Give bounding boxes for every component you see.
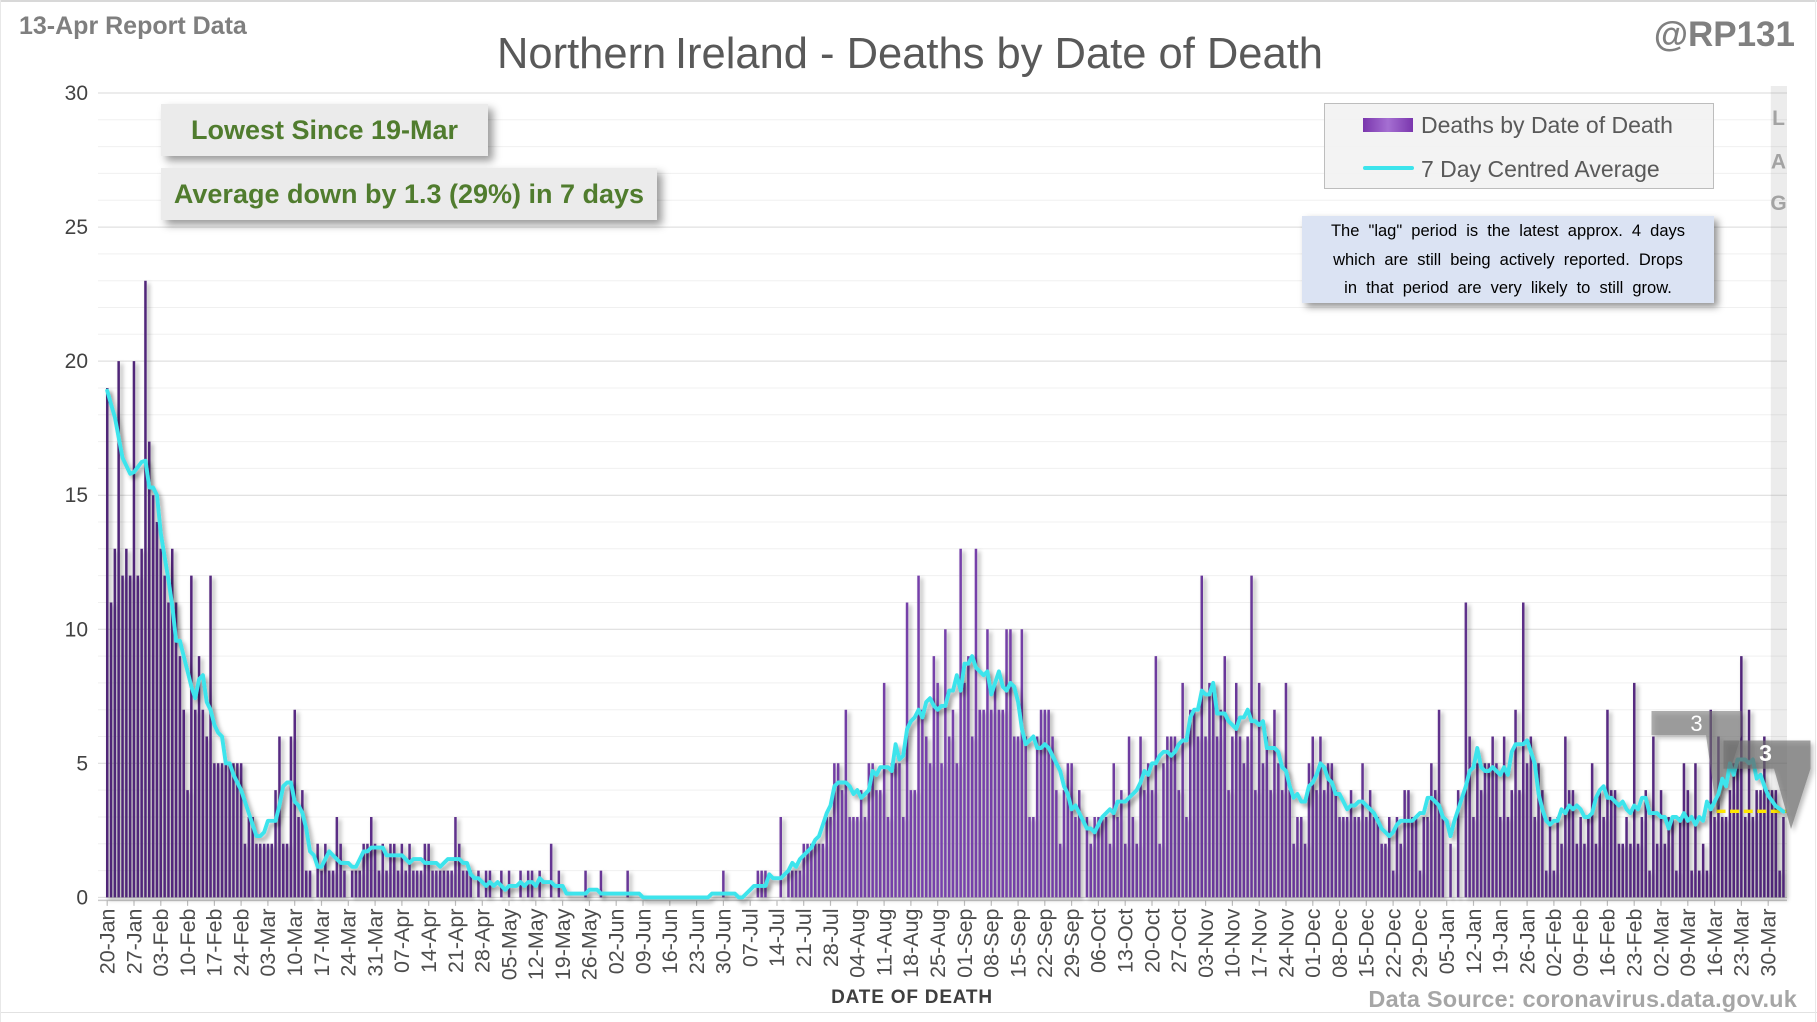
svg-text:25-Aug: 25-Aug [926, 909, 950, 978]
svg-text:07-Apr: 07-Apr [390, 909, 414, 974]
svg-text:20-Oct: 20-Oct [1140, 908, 1164, 973]
svg-text:25: 25 [65, 216, 88, 239]
svg-text:21-Apr: 21-Apr [444, 909, 468, 974]
svg-text:29-Sep: 29-Sep [1060, 908, 1084, 977]
svg-text:03-Feb: 03-Feb [149, 908, 173, 976]
svg-text:08-Sep: 08-Sep [980, 908, 1004, 977]
svg-text:06-Oct: 06-Oct [1087, 908, 1111, 973]
svg-text:10: 10 [65, 618, 88, 641]
svg-text:16-Feb: 16-Feb [1596, 908, 1620, 976]
svg-text:0: 0 [76, 886, 88, 909]
svg-text:21-Jul: 21-Jul [792, 909, 816, 968]
svg-text:3: 3 [1759, 740, 1772, 766]
svg-text:22-Sep: 22-Sep [1033, 908, 1057, 977]
svg-text:02-Feb: 02-Feb [1542, 908, 1566, 976]
svg-text:23-Feb: 23-Feb [1623, 908, 1647, 976]
svg-text:17-Mar: 17-Mar [310, 909, 334, 977]
svg-text:31-Mar: 31-Mar [363, 909, 387, 977]
svg-text:02-Jun: 02-Jun [605, 909, 629, 975]
svg-text:30-Mar: 30-Mar [1757, 909, 1781, 977]
svg-text:29-Dec: 29-Dec [1408, 908, 1432, 978]
svg-text:16-Mar: 16-Mar [1703, 909, 1727, 977]
svg-text:10-Feb: 10-Feb [176, 908, 200, 976]
svg-text:30: 30 [65, 82, 88, 105]
svg-text:26-May: 26-May [578, 908, 602, 980]
svg-text:24-Mar: 24-Mar [337, 909, 361, 977]
svg-text:20: 20 [65, 350, 88, 373]
svg-text:19-Jan: 19-Jan [1489, 909, 1513, 975]
svg-text:12-Jan: 12-Jan [1462, 909, 1486, 975]
svg-text:28-Jul: 28-Jul [819, 909, 843, 968]
svg-text:15-Sep: 15-Sep [1006, 908, 1030, 977]
svg-text:05-May: 05-May [497, 908, 521, 980]
svg-text:26-Jan: 26-Jan [1515, 909, 1539, 975]
svg-text:03-Nov: 03-Nov [1194, 908, 1218, 978]
svg-text:24-Feb: 24-Feb [229, 908, 253, 976]
svg-text:12-May: 12-May [524, 908, 548, 980]
svg-text:01-Dec: 01-Dec [1301, 908, 1325, 978]
svg-text:17-Nov: 17-Nov [1248, 908, 1272, 978]
svg-text:G: G [1770, 192, 1786, 215]
svg-text:A: A [1771, 151, 1786, 174]
svg-text:10-Mar: 10-Mar [283, 909, 307, 977]
svg-text:30-Jun: 30-Jun [712, 909, 736, 975]
svg-text:17-Feb: 17-Feb [203, 908, 227, 976]
svg-text:27-Jan: 27-Jan [122, 909, 146, 975]
svg-text:L: L [1772, 107, 1785, 130]
svg-text:15: 15 [65, 484, 88, 507]
svg-text:11-Aug: 11-Aug [872, 909, 896, 977]
svg-text:28-Apr: 28-Apr [471, 909, 495, 974]
svg-text:15-Dec: 15-Dec [1355, 908, 1379, 978]
svg-text:24-Nov: 24-Nov [1274, 908, 1298, 978]
svg-text:18-Aug: 18-Aug [899, 909, 923, 978]
svg-text:22-Dec: 22-Dec [1381, 908, 1405, 978]
svg-text:09-Feb: 09-Feb [1569, 908, 1593, 976]
svg-text:04-Aug: 04-Aug [846, 909, 870, 978]
svg-text:16-Jun: 16-Jun [658, 909, 682, 975]
svg-text:13-Oct: 13-Oct [1114, 908, 1138, 973]
svg-text:09-Jun: 09-Jun [631, 909, 655, 975]
svg-text:10-Nov: 10-Nov [1221, 908, 1245, 978]
svg-text:23-Mar: 23-Mar [1730, 909, 1754, 977]
svg-text:02-Mar: 02-Mar [1649, 909, 1673, 977]
svg-text:14-Apr: 14-Apr [417, 909, 441, 974]
svg-text:05-Jan: 05-Jan [1435, 909, 1459, 975]
svg-text:5: 5 [76, 752, 88, 775]
svg-text:07-Jul: 07-Jul [739, 909, 763, 968]
svg-text:27-Oct: 27-Oct [1167, 908, 1191, 973]
svg-text:20-Jan: 20-Jan [96, 909, 120, 975]
svg-text:08-Dec: 08-Dec [1328, 908, 1352, 978]
svg-text:14-Jul: 14-Jul [765, 909, 789, 968]
svg-text:3: 3 [1690, 711, 1702, 736]
svg-text:19-May: 19-May [551, 908, 575, 980]
svg-text:09-Mar: 09-Mar [1676, 909, 1700, 977]
svg-text:01-Sep: 01-Sep [953, 908, 977, 977]
svg-text:03-Mar: 03-Mar [256, 909, 280, 977]
svg-text:23-Jun: 23-Jun [685, 909, 709, 975]
